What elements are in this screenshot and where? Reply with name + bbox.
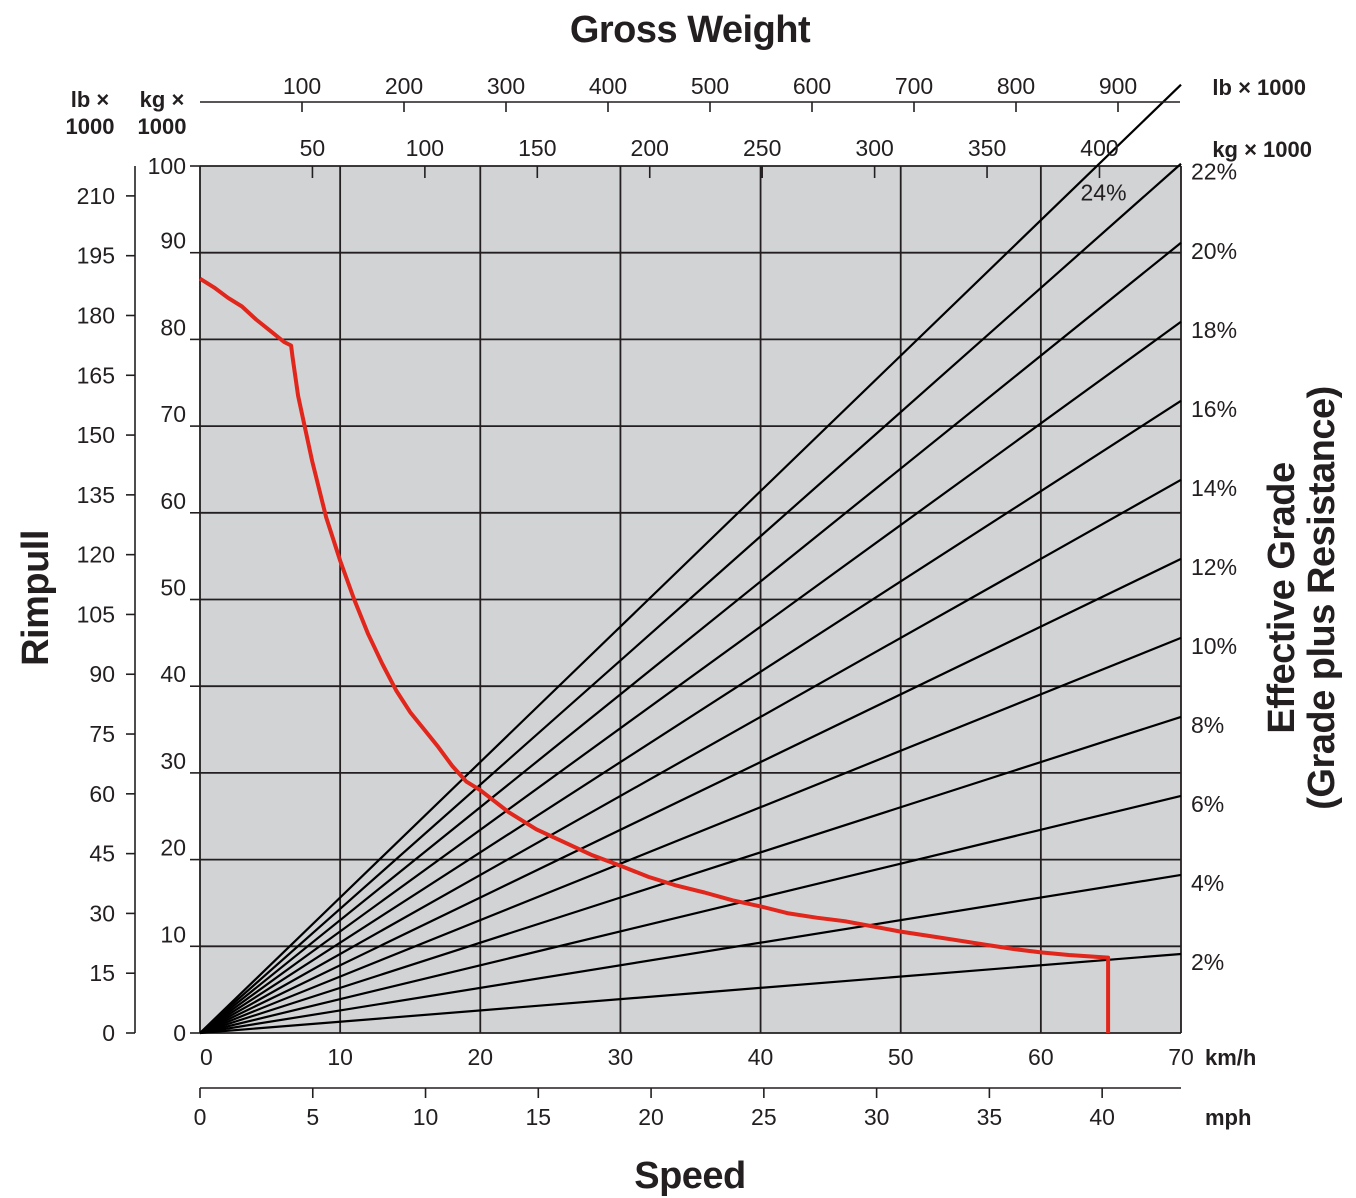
gross-weight-lb-tick-label: 800 — [997, 73, 1035, 99]
gross-weight-kg-unit: kg × 1000 — [1212, 137, 1312, 162]
y-axis-title: Rimpull — [15, 530, 57, 666]
grade-label-16-percent: 16% — [1191, 396, 1237, 422]
gross-weight-kg-tick-label: 350 — [968, 135, 1006, 161]
grade-label-12-percent: 12% — [1191, 554, 1237, 580]
gross-weight-lb-tick-label: 400 — [589, 73, 627, 99]
rimpull-lb-tick-label: 30 — [89, 900, 115, 926]
speed-kmh-tick-label: 60 — [1028, 1044, 1054, 1070]
gross-weight-kg-tick-label: 50 — [300, 135, 326, 161]
gross-weight-lb-tick-label: 300 — [487, 73, 525, 99]
speed-mph-tick-label: 10 — [413, 1104, 439, 1130]
right-axis-title-line1: Effective Grade — [1261, 462, 1303, 733]
rimpull-kg-tick-label: 10 — [160, 921, 186, 947]
rimpull-kg-tick-label: 100 — [148, 153, 186, 179]
speed-kmh-tick-label: 0 — [200, 1044, 213, 1070]
grade-label-10-percent: 10% — [1191, 633, 1237, 659]
speed-mph-tick-label: 30 — [864, 1104, 890, 1130]
speed-mph-tick-label: 25 — [751, 1104, 777, 1130]
gross-weight-kg-tick-label: 100 — [406, 135, 444, 161]
gross-weight-kg-tick-label: 300 — [855, 135, 893, 161]
chart-title: Gross Weight — [570, 9, 811, 51]
gross-weight-lb-unit: lb × 1000 — [1212, 75, 1306, 100]
rimpull-kg-tick-label: 60 — [160, 488, 186, 514]
gross-weight-lb-tick-label: 500 — [691, 73, 729, 99]
rimpull-kg-tick-label: 80 — [160, 314, 186, 340]
rimpull-lb-tick-label: 15 — [89, 960, 115, 986]
speed-kmh-tick-label: 20 — [467, 1044, 493, 1070]
rimpull-kg-unit-line1: kg × — [140, 87, 185, 112]
rimpull-kg-tick-label: 90 — [160, 228, 186, 254]
speed-mph-tick-label: 20 — [638, 1104, 664, 1130]
rimpull-lb-tick-label: 150 — [77, 422, 115, 448]
rimpull-lb-unit-line1: lb × — [71, 87, 110, 112]
grade-label-14-percent: 14% — [1191, 475, 1237, 501]
speed-mph-tick-label: 35 — [977, 1104, 1003, 1130]
speed-mph-tick-label: 40 — [1089, 1104, 1115, 1130]
speed-mph-tick-label: 0 — [194, 1104, 207, 1130]
speed-mph-tick-label: 5 — [306, 1104, 319, 1130]
rimpull-kg-unit-line2: 1000 — [138, 114, 187, 139]
rimpull-lb-tick-label: 45 — [89, 841, 115, 867]
speed-mph-unit: mph — [1205, 1105, 1251, 1130]
rimpull-kg-tick-label: 20 — [160, 835, 186, 861]
rimpull-lb-tick-label: 195 — [77, 243, 115, 269]
rimpull-kg-tick-label: 50 — [160, 575, 186, 601]
gross-weight-lb-tick-label: 600 — [793, 73, 831, 99]
gross-weight-kg-tick-label: 150 — [518, 135, 556, 161]
rimpull-lb-tick-label: 165 — [77, 362, 115, 388]
gross-weight-kg-tick-label: 400 — [1080, 135, 1118, 161]
rimpull-lb-tick-label: 90 — [89, 661, 115, 687]
grade-label-20-percent: 20% — [1191, 238, 1237, 264]
rimpull-kg-tick-label: 30 — [160, 748, 186, 774]
speed-kmh-tick-label: 40 — [748, 1044, 774, 1070]
rimpull-lb-tick-label: 0 — [102, 1020, 115, 1046]
speed-kmh-tick-label: 10 — [327, 1044, 353, 1070]
speed-kmh-tick-label: 50 — [888, 1044, 914, 1070]
rimpull-lb-tick-label: 105 — [77, 601, 115, 627]
speed-kmh-unit: km/h — [1205, 1045, 1256, 1070]
grade-label-2-percent: 2% — [1191, 949, 1224, 975]
grade-label-6-percent: 6% — [1191, 791, 1224, 817]
grade-label-22-percent: 22% — [1191, 159, 1237, 185]
speed-kmh-tick-label: 70 — [1168, 1044, 1194, 1070]
speed-mph-tick-label: 15 — [526, 1104, 552, 1130]
grade-label-24-percent: 24% — [1081, 180, 1127, 206]
grade-label-8-percent: 8% — [1191, 712, 1224, 738]
grade-label-18-percent: 18% — [1191, 317, 1237, 343]
rimpull-kg-tick-label: 70 — [160, 401, 186, 427]
rimpull-lb-unit-line2: 1000 — [66, 114, 115, 139]
gross-weight-lb-tick-label: 700 — [895, 73, 933, 99]
rimpull-kg-tick-label: 0 — [173, 1020, 186, 1046]
grade-label-4-percent: 4% — [1191, 870, 1224, 896]
speed-kmh-tick-label: 30 — [608, 1044, 634, 1070]
gross-weight-kg-tick-label: 200 — [631, 135, 669, 161]
rimpull-lb-tick-label: 75 — [89, 721, 115, 747]
rimpull-lb-tick-label: 180 — [77, 302, 115, 328]
rimpull-lb-tick-label: 210 — [77, 183, 115, 209]
gross-weight-lb-tick-label: 200 — [385, 73, 423, 99]
gross-weight-kg-tick-label: 250 — [743, 135, 781, 161]
gross-weight-lb-tick-label: 100 — [283, 73, 321, 99]
rimpull-kg-tick-label: 40 — [160, 661, 186, 687]
rimpull-lb-tick-label: 120 — [77, 542, 115, 568]
rimpull-lb-tick-label: 135 — [77, 482, 115, 508]
rimpull-lb-tick-label: 60 — [89, 781, 115, 807]
right-axis-title-line2: (Grade plus Resistance) — [1301, 386, 1343, 810]
gross-weight-lb-tick-label: 900 — [1099, 73, 1137, 99]
x-axis-title: Speed — [634, 1155, 746, 1197]
